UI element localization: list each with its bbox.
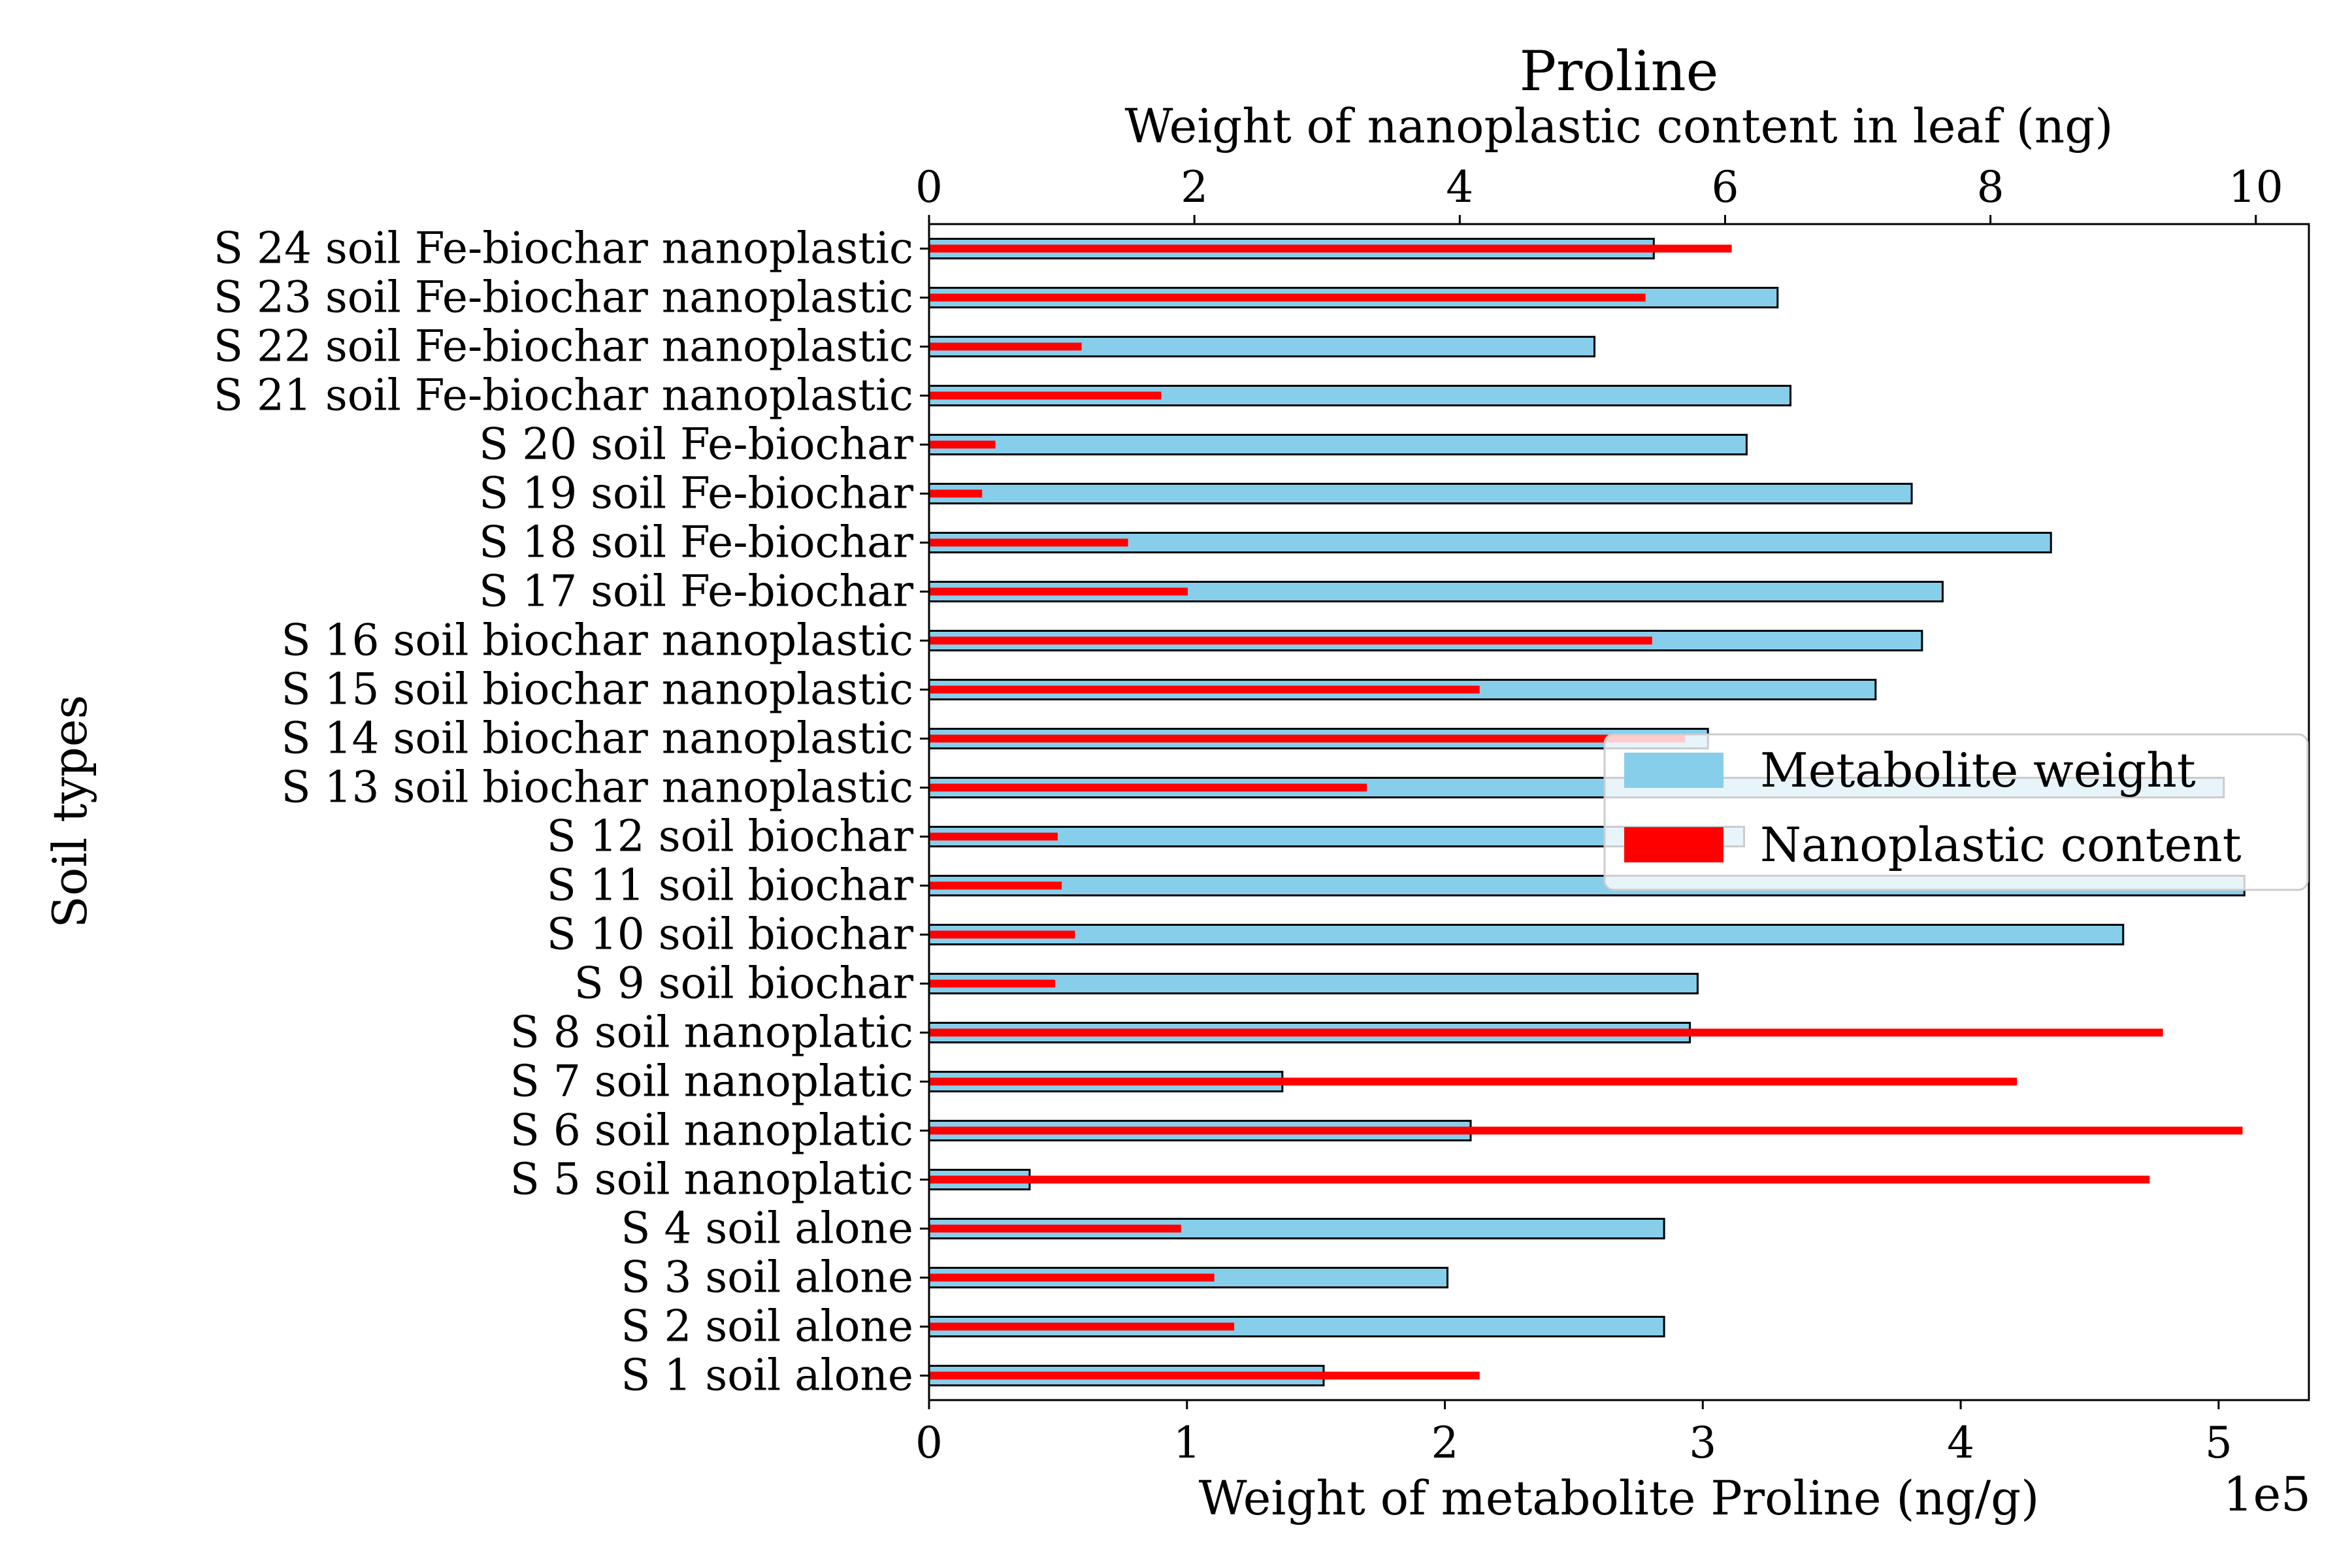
top-tick-label: 10 [2229, 162, 2283, 212]
category-tick-label: S 8 soil nanoplatic [510, 1007, 913, 1058]
category-tick-label: S 18 soil Fe-biochar [479, 517, 913, 568]
nanoplastic-bar [929, 1273, 1215, 1282]
nanoplastic-bar [929, 832, 1058, 841]
category-tick-label: S 23 soil Fe-biochar nanoplastic [214, 272, 913, 323]
nanoplastic-bar [929, 293, 1646, 302]
nanoplastic-bar [929, 489, 983, 498]
legend-swatch-nanoplastic [1624, 827, 1723, 862]
chart-title: Proline [1520, 39, 1719, 103]
category-tick-label: S 24 soil Fe-biochar nanoplastic [214, 223, 913, 274]
top-tick-label: 6 [1711, 162, 1739, 212]
nanoplastic-bar [929, 881, 1062, 890]
category-tick-label: S 11 soil biochar [547, 860, 914, 911]
legend-label-nanoplastic: Nanoplastic content [1760, 817, 2242, 872]
legend-swatch-metabolite [1624, 753, 1723, 788]
category-tick-label: S 2 soil alone [621, 1301, 913, 1352]
nanoplastic-bar [929, 440, 996, 449]
category-tick-label: S 21 soil Fe-biochar nanoplastic [214, 370, 913, 421]
top-axis-ticks: 0 2 4 6 8 10 [915, 162, 2283, 224]
nanoplastic-bar [929, 244, 1732, 253]
category-tick-label: S 13 soil biochar nanoplastic [281, 762, 913, 813]
category-tick-label: S 9 soil biochar [574, 958, 914, 1009]
legend: Metabolite weight Nanoplastic content [1603, 733, 2309, 891]
category-tick-label: S 17 soil Fe-biochar [479, 566, 913, 617]
nanoplastic-bar [929, 1322, 1235, 1331]
top-axis-label: Weight of nanoplastic content in leaf (n… [1125, 99, 2114, 154]
bottom-tick-label: 1 [1173, 1418, 1201, 1468]
nanoplastic-bar [929, 979, 1055, 988]
category-tick-label: S 14 soil biochar nanoplastic [281, 713, 913, 764]
bottom-axis-ticks: 0 1 2 3 4 5 [915, 1400, 2232, 1468]
bottom-tick-label: 3 [1689, 1418, 1716, 1468]
nanoplastic-bar [929, 636, 1652, 645]
category-tick-label: S 16 soil biochar nanoplastic [281, 615, 913, 666]
category-tick-label: S 15 soil biochar nanoplastic [281, 664, 913, 715]
bottom-tick-label: 5 [2205, 1418, 2232, 1468]
bottom-tick-label: 2 [1431, 1418, 1459, 1468]
nanoplastic-bar [929, 342, 1082, 351]
category-tick-label: S 10 soil biochar [547, 909, 914, 960]
nanoplastic-bar [929, 685, 1480, 694]
nanoplastic-bar [929, 1371, 1480, 1380]
nanoplastic-bar [929, 1028, 2163, 1037]
category-tick-label: S 4 soil alone [621, 1203, 913, 1254]
category-tick-label: S 5 soil nanoplatic [510, 1154, 913, 1205]
category-tick-label: S 1 soil alone [621, 1350, 913, 1401]
category-tick-label: S 6 soil nanoplatic [510, 1105, 913, 1156]
nanoplastic-bar [929, 734, 1686, 743]
top-tick-label: 0 [915, 162, 943, 212]
top-tick-label: 2 [1181, 162, 1208, 212]
nanoplastic-bar [929, 930, 1075, 939]
category-tick-label: S 19 soil Fe-biochar [479, 468, 913, 519]
nanoplastic-bar [929, 1224, 1181, 1233]
nanoplastic-bar [929, 538, 1128, 547]
category-tick-label: S 3 soil alone [621, 1252, 913, 1303]
nanoplastic-bar [929, 391, 1162, 400]
category-tick-label: S 12 soil biochar [547, 811, 914, 862]
nanoplastic-bar [929, 783, 1367, 792]
top-tick-label: 8 [1977, 162, 2004, 212]
plot-frame [928, 223, 2310, 1401]
metabolite-bar [928, 483, 1913, 504]
nanoplastic-bar [929, 1077, 2017, 1086]
y-axis-label: Soil types [42, 695, 97, 928]
nanoplastic-bar [929, 1175, 2150, 1184]
legend-label-metabolite: Metabolite weight [1760, 743, 2196, 798]
bottom-tick-label: 4 [1947, 1418, 1974, 1468]
bottom-tick-label: 0 [915, 1418, 943, 1468]
bottom-axis-scale-label: 1e5 [2223, 1467, 2311, 1522]
nanoplastic-bar [929, 1126, 2243, 1135]
metabolite-bar [928, 924, 2125, 945]
nanoplastic-content-bars [929, 244, 2243, 1380]
category-tick-label: S 7 soil nanoplatic [510, 1056, 913, 1107]
legend-box [1603, 733, 2309, 891]
top-tick-label: 4 [1446, 162, 1473, 212]
category-tick-label: S 20 soil Fe-biochar [479, 419, 913, 470]
bottom-axis-label: Weight of metabolite Proline (ng/g) [1199, 1471, 2040, 1526]
metabolite-bar [928, 434, 1748, 455]
nanoplastic-bar [929, 587, 1188, 596]
metabolite-weight-bars [928, 238, 2246, 1386]
category-tick-label: S 22 soil Fe-biochar nanoplastic [214, 321, 913, 372]
